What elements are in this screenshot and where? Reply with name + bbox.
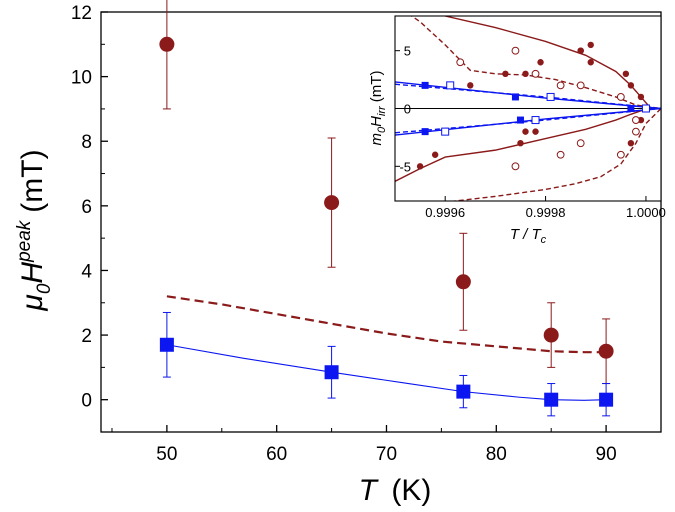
inset-y-axis-label: m0Hirr(mT) [368,71,388,146]
main-plot-frame [100,11,662,433]
inset-y-tick-label: 5 [404,44,411,59]
inset-y-tick-label: -5 [399,159,411,174]
inset-data-point-square-open [546,92,555,101]
inset-data-point-circle-filled [517,139,524,147]
inset-data-point-circle-filled [522,128,529,135]
main-data-point-circle [543,327,559,343]
inset-x-tick-label: 1.0000 [626,205,666,220]
main-x-tick-label: 90 [596,444,617,465]
inset-y-tick-label: 0 [404,102,411,117]
inset-data-point-circle-open [556,81,565,90]
main-x-axis-label: T (K) [359,474,432,507]
inset-data-point-circle-filled [431,151,439,158]
inset-data-point-circle-filled [416,163,424,170]
inset-x-tick-label: 0.9996 [425,205,465,220]
main-series-line-2 [166,295,607,354]
inset-chart: 0.9996 0.9998 1.0000 -5 0 5 T / Tc m0Hirr(mT) [368,15,666,246]
inset-data-point-circle-filled [587,59,594,66]
main-y-tick-label: 6 [81,197,92,218]
main-ticks [101,11,662,433]
inset-data-point-square-filled [627,105,635,112]
inset-data-point-square-filled [516,116,524,124]
main-y-tick-label: 10 [71,68,92,89]
main-x-tick-label: 80 [486,444,507,465]
inset-data-point-circle-open [511,46,520,55]
inset-data-point-circle-filled [627,82,635,89]
main-x-tick-label: 50 [156,444,177,465]
inset-data-point-circle-filled [532,128,539,135]
inset-data-point-circle-open [616,93,625,101]
inset-data-point-square-open [641,104,650,113]
main-data-point-circle [455,274,471,290]
inset-data-point-circle-filled [622,70,630,78]
inset-data-point-circle-filled [627,139,635,147]
inset-data-point-square-open [531,116,540,125]
inset-data-point-circle-open [531,69,540,78]
inset-data-point-circle-open [556,150,565,159]
main-data-point-circle [324,195,340,211]
inset-data-point-square-open [441,127,450,136]
main-series [159,0,614,417]
inset-data-point-circle-open [456,58,465,67]
main-data-point-square [324,365,339,380]
inset-data-point-circle-filled [502,70,509,78]
main-x-tick-label: 70 [376,444,397,465]
inset-series-line-4 [442,16,652,109]
inset-data-point-circle-open [616,150,625,159]
main-data-point-square [599,392,614,407]
inset-tick-labels: 0.9996 0.9998 1.0000 -5 0 5 [399,44,665,220]
main-y-tick-label: 0 [81,391,92,412]
inset-series-line-7 [449,108,661,201]
main-series-line-1 [166,344,607,401]
main-y-tick-label: 8 [81,132,92,153]
inset-data-point-circle-filled [537,59,544,66]
main-y-tick-label: 4 [81,261,92,282]
main-data-point-circle [598,343,614,359]
inset-data-point-square-filled [511,93,519,101]
inset-ticks [395,50,647,201]
inset-data-point-circle-filled [587,41,594,49]
main-data-point-square [456,384,471,399]
inset-data-point-circle-filled [522,70,529,78]
inset-data-point-circle-open [576,139,585,148]
inset-series-line-5 [395,107,652,182]
inset-data-point-circle-filled [577,47,584,54]
main-x-tick-label: 60 [266,444,287,465]
inset-data-point-square-filled [421,81,429,89]
main-data-point-circle [159,36,175,52]
inset-x-tick-label: 0.9998 [526,205,566,220]
inset-data-point-circle-filled [467,82,474,89]
main-data-point-square [544,392,559,407]
inset-data-point-circle-open [576,81,585,90]
main-y-tick-label: 2 [81,326,92,347]
inset-data-point-square-open [446,81,455,90]
inset-data-point-square-filled [421,128,429,136]
inset-series-line-10 [395,83,661,110]
inset-x-axis-label: T / Tc [510,226,547,246]
main-y-tick-label: 12 [71,3,92,24]
inset-series [395,16,661,201]
inset-data-point-circle-filled [637,93,645,101]
main-y-axis-label: μ0Hpeak(mT) [14,149,55,311]
inset-data-point-circle-open [511,162,520,171]
main-data-point-square [159,337,174,352]
inset-data-point-circle-open [632,127,640,136]
inset-data-point-circle-open [632,116,640,124]
